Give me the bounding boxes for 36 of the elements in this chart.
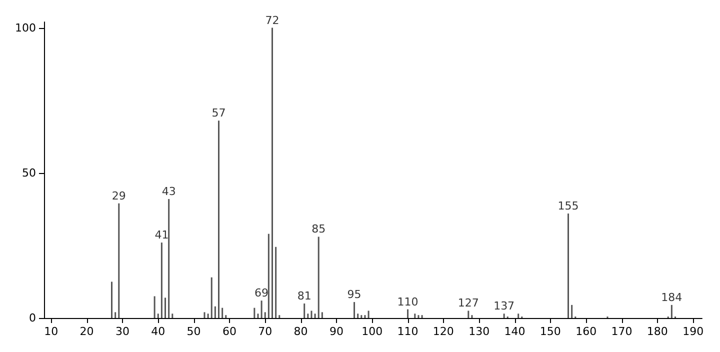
x-tick-label: 160 [576,325,597,338]
annotation: 69 [254,286,269,300]
annotation: 127 [458,296,479,310]
annotation: 72 [265,14,280,27]
x-tick-label: 130 [468,325,490,338]
x-tick-label: 20 [80,325,94,338]
x-tick-label: 90 [329,325,344,338]
y-tick-label: 0 [29,312,36,324]
x-tick-label: 30 [115,325,130,338]
annotation: 41 [154,228,169,242]
annotation: 29 [112,189,126,202]
x-tick-label: 150 [540,325,561,338]
x-tick-label: 180 [646,325,668,338]
x-tick-label: 80 [294,325,308,338]
y-tick-label: 50 [22,166,36,180]
x-tick-label: 60 [222,325,236,338]
annotation: 110 [397,295,418,308]
annotation: 43 [162,185,176,198]
x-tick-label: 70 [258,325,272,338]
annotation: 184 [661,290,682,304]
x-tick-label: 10 [44,325,58,338]
annotation: 137 [494,300,515,313]
annotation: 85 [312,222,326,236]
x-tick-label: 100 [362,325,383,338]
annotation: 155 [558,200,579,213]
annotation: 95 [347,288,362,302]
x-tick-label: 120 [432,325,454,338]
annotation: 57 [212,106,226,120]
x-tick-label: 170 [611,325,632,338]
x-tick-label: 110 [397,325,418,338]
y-tick-label: 100 [15,21,36,34]
x-tick-label: 140 [504,325,526,338]
annotation: 81 [297,289,312,302]
x-tick-label: 190 [682,325,704,338]
x-tick-label: 40 [151,325,166,338]
x-tick-label: 50 [186,325,201,338]
